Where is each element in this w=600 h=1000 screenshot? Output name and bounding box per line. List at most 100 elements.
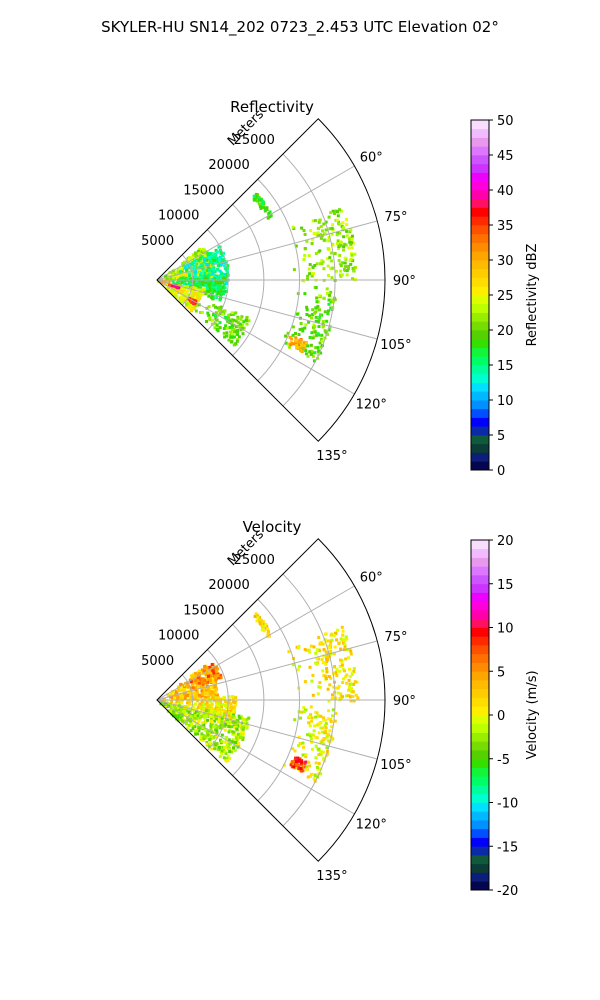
echo-gate — [337, 222, 340, 226]
echo-gate — [188, 279, 192, 283]
echo-gate — [236, 734, 239, 738]
echo-gate — [325, 287, 329, 291]
echo-gate — [207, 708, 211, 712]
echo-gate — [321, 730, 325, 734]
angular-tick-label: 120° — [356, 818, 387, 833]
angular-tick-label: 75° — [384, 630, 407, 645]
echo-gate — [230, 340, 234, 344]
echo-gate — [236, 321, 240, 325]
colorbar-swatch — [471, 216, 489, 226]
echo-gate — [179, 683, 182, 687]
echo-gate — [228, 756, 232, 760]
echo-gate — [245, 322, 249, 326]
echo-gate — [241, 717, 245, 721]
echo-gate — [208, 715, 212, 718]
colorbar-swatch — [471, 610, 489, 620]
angular-tick-label: 75° — [384, 210, 407, 225]
echo-gate — [355, 680, 359, 684]
echo-gate — [215, 729, 219, 733]
echo-gate — [262, 629, 266, 633]
echo-gate — [328, 646, 332, 649]
echo-gate — [240, 315, 244, 319]
colorbar-tick-label: 15 — [497, 359, 514, 374]
echo-gate — [179, 269, 182, 273]
echo-gate — [324, 726, 328, 730]
panel-title: Reflectivity — [230, 98, 314, 116]
echo-gate — [186, 271, 190, 275]
echo-gate — [215, 735, 219, 739]
echo-gate — [214, 285, 218, 289]
echo-gate — [254, 198, 258, 202]
echo-gate — [307, 648, 311, 652]
echo-gate — [239, 736, 243, 739]
echo-gate — [327, 298, 331, 302]
echo-gate — [218, 726, 222, 730]
echo-gate — [202, 711, 206, 715]
echo-gate — [181, 292, 185, 296]
echo-gate — [334, 671, 338, 675]
echo-gate — [176, 706, 180, 710]
echo-gate — [181, 695, 185, 699]
colorbar-swatch — [471, 400, 489, 410]
echo-gate — [179, 686, 183, 690]
echo-gate — [197, 251, 201, 255]
echo-gate — [349, 262, 353, 266]
colorbar-swatch — [471, 785, 489, 795]
echo-gate — [347, 688, 351, 692]
echo-gate — [336, 686, 340, 690]
echo-gate — [334, 269, 338, 273]
echo-gate — [171, 712, 175, 716]
echo-gate — [186, 683, 190, 687]
echo-gate — [227, 714, 231, 718]
echo-gate — [168, 710, 172, 714]
echo-gate — [228, 326, 232, 329]
echo-gate — [348, 230, 352, 234]
echo-gate — [222, 272, 226, 276]
echo-gate — [212, 682, 216, 686]
echo-gate — [236, 315, 240, 319]
echo-gate — [254, 192, 258, 196]
echo-gate — [309, 353, 313, 356]
echo-gate — [303, 247, 307, 251]
echo-gate — [190, 304, 194, 308]
echo-gate — [215, 687, 219, 691]
echo-gate — [348, 675, 352, 679]
echo-gate — [206, 705, 210, 709]
echo-gate — [263, 209, 267, 213]
echo-gate — [315, 765, 319, 769]
colorbar-swatch — [471, 137, 489, 147]
echo-gate — [316, 308, 320, 312]
echo-gate — [222, 708, 226, 712]
colorbar-swatch — [471, 365, 489, 375]
echo-gate — [173, 706, 177, 710]
echo-gate — [231, 328, 235, 332]
echo-gate — [228, 750, 232, 754]
echo-gate — [179, 267, 183, 271]
echo-gate — [193, 283, 196, 287]
echo-gate — [176, 718, 180, 722]
echo-gate — [305, 765, 309, 769]
echo-gate — [196, 706, 200, 709]
sector-frame — [156, 118, 386, 442]
echo-gate — [216, 674, 220, 677]
echo-gate — [315, 662, 319, 666]
echo-gate — [224, 282, 228, 285]
colorbar-swatch — [471, 741, 489, 751]
echo-gate — [331, 223, 335, 227]
echo-gate — [185, 709, 189, 713]
echo-gate — [321, 642, 325, 646]
echo-gate — [332, 652, 336, 656]
echo-gate — [183, 299, 187, 303]
echo-gate — [301, 329, 305, 333]
echo-gate — [173, 710, 177, 714]
colorbar-swatch — [471, 382, 489, 392]
echo-gate — [220, 710, 224, 714]
angular-tick-label: 60° — [360, 150, 383, 165]
echo-gate — [183, 291, 187, 294]
echo-gate — [218, 269, 222, 273]
echo-gate — [223, 286, 227, 290]
echo-gate — [205, 741, 209, 744]
echo-gate — [182, 288, 186, 292]
echo-gate — [239, 715, 243, 719]
echo-gate — [217, 309, 221, 313]
